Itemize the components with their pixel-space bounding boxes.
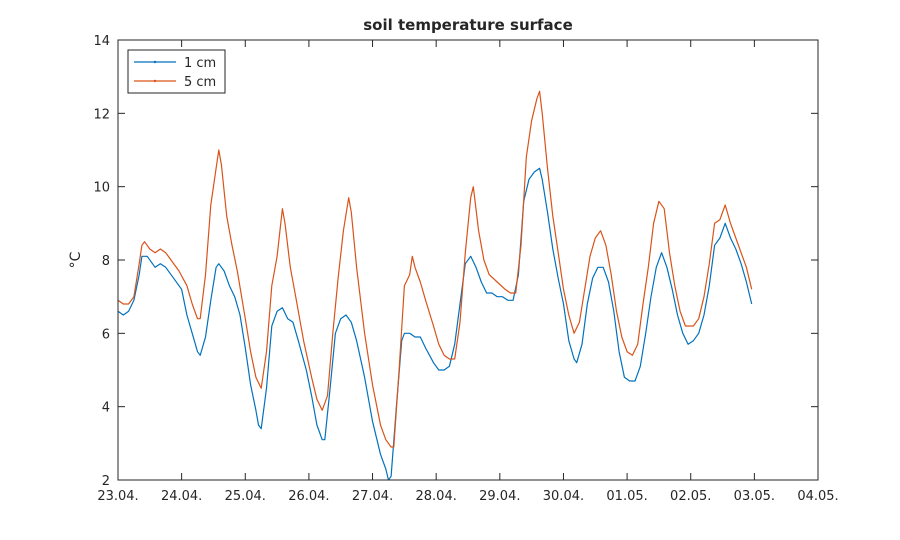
y-tick-label: 12 — [93, 107, 110, 122]
x-tick-label: 28.04. — [416, 489, 457, 504]
legend: 1 cm 5 cm — [127, 49, 226, 94]
y-tick-label: 14 — [93, 34, 110, 49]
legend-box — [127, 49, 226, 94]
chart-title: soil temperature surface — [363, 16, 573, 34]
legend-label: 1 cm — [184, 56, 216, 71]
x-tick-label: 30.04. — [543, 489, 584, 504]
series-line-5cm — [117, 90, 753, 448]
series-layer — [117, 90, 753, 481]
series-line-1cm — [117, 167, 753, 481]
x-tick-label: 27.04. — [352, 489, 393, 504]
y-tick-label: 6 — [102, 327, 110, 342]
x-tick-label: 01.05. — [606, 489, 647, 504]
y-axis-label: °C — [68, 251, 84, 268]
x-tick-label: 03.05. — [734, 489, 775, 504]
x-tick-label: 25.04. — [225, 489, 266, 504]
legend-marker — [153, 60, 157, 64]
x-tick-label: 26.04. — [288, 489, 329, 504]
legend-marker — [153, 79, 157, 83]
y-tick-label: 10 — [93, 181, 110, 196]
y-tick-label: 4 — [102, 401, 110, 416]
x-tick-label: 02.05. — [670, 489, 711, 504]
y-tick-label: 8 — [102, 254, 110, 269]
x-tick-label: 23.04. — [97, 489, 138, 504]
legend-label: 5 cm — [184, 75, 216, 90]
x-tick-label: 29.04. — [479, 489, 520, 504]
x-tick-label: 04.05. — [797, 489, 838, 504]
y-tick-label: 2 — [102, 474, 110, 489]
x-tick-label: 24.04. — [161, 489, 202, 504]
axes-layer: 23.04. 24.04. 25.04. 26.04. 27.04. 28.04. 29.0… — [93, 34, 838, 504]
